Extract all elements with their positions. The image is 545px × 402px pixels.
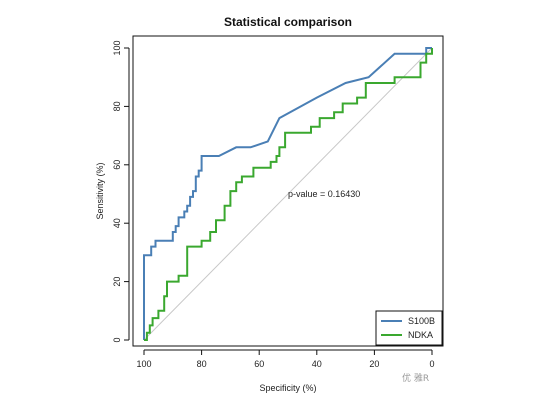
plot-frame	[132, 35, 444, 347]
x-tick-label: 0	[429, 359, 434, 369]
chart-title: Statistical comparison	[224, 15, 352, 29]
y-tick-label: 100	[112, 40, 122, 55]
y-tick-label: 60	[112, 160, 122, 170]
legend: S100B NDKA	[375, 310, 443, 346]
reference-line	[143, 47, 433, 341]
x-tick-label: 80	[197, 359, 207, 369]
x-tick-label: 60	[254, 359, 264, 369]
series-line-ndka	[144, 48, 433, 341]
y-axis-label: Sensitivity (%)	[95, 162, 105, 219]
y-tick-label: 80	[112, 101, 122, 111]
y-tick-label: 40	[112, 218, 122, 228]
legend-box	[375, 310, 443, 346]
legend-label-ndka: NDKA	[408, 330, 433, 340]
legend-label-s100b: S100B	[408, 316, 435, 326]
p-value-annotation: p-value = 0.16430	[288, 189, 360, 199]
x-tick-label: 20	[369, 359, 379, 369]
y-tick-label: 20	[112, 277, 122, 287]
x-axis-label: Specificity (%)	[259, 383, 316, 393]
series-group	[143, 47, 433, 341]
x-axis: 100 80 60 40 20 0	[136, 349, 435, 369]
watermark: 优 雅R	[402, 374, 430, 384]
y-tick-label: 0	[112, 337, 122, 342]
x-tick-label: 100	[136, 359, 151, 369]
y-axis: 0 20 40 60 80 100	[112, 40, 130, 343]
x-tick-label: 40	[312, 359, 322, 369]
series-line-s100b	[143, 47, 432, 340]
